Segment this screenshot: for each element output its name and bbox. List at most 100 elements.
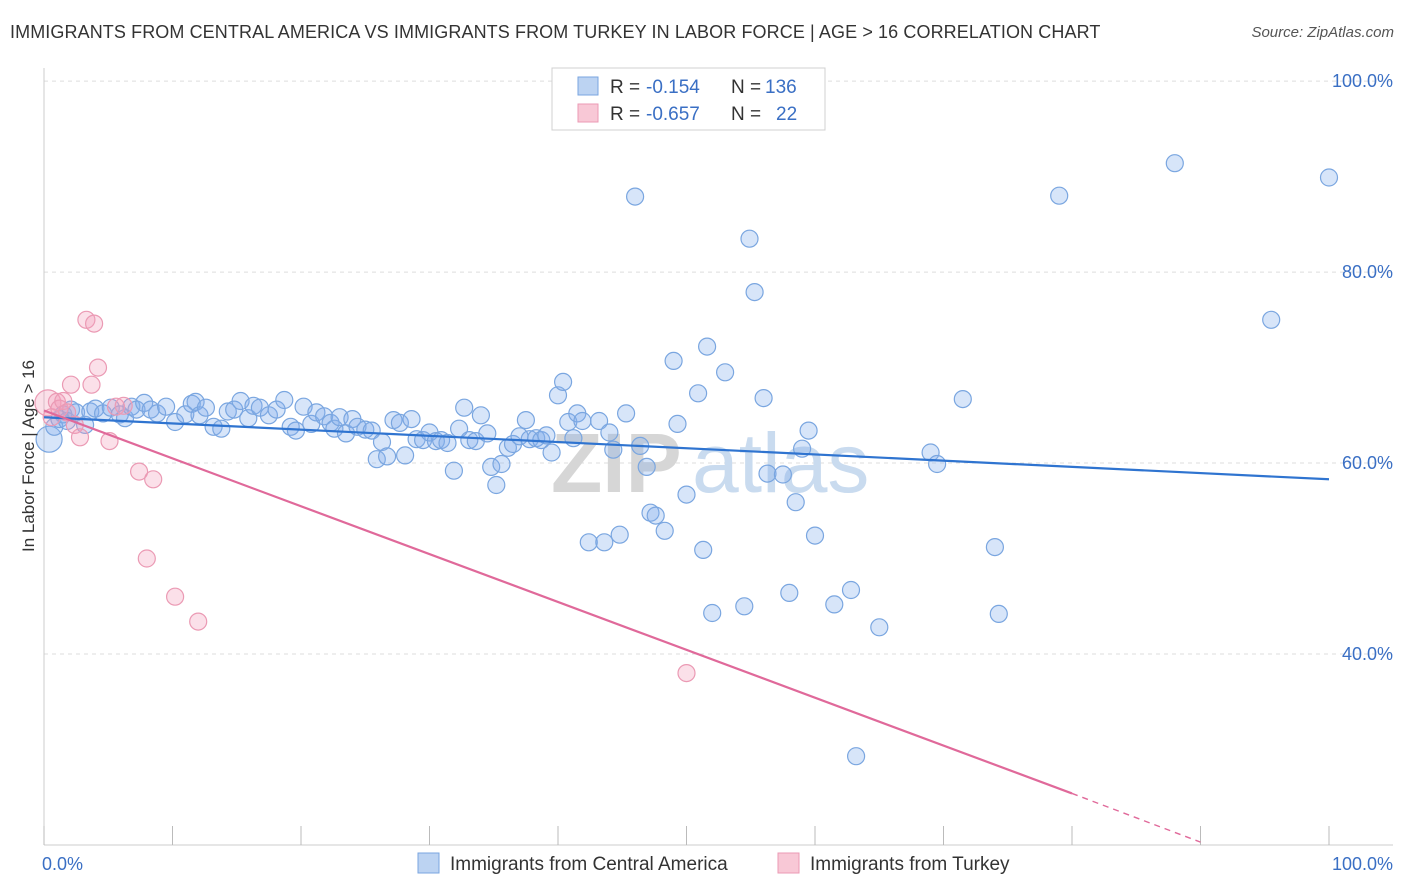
point-central-america-117	[786, 493, 805, 512]
point-central-america-120	[805, 526, 825, 545]
point-central-america-100	[646, 506, 665, 525]
point-central-america-69	[471, 406, 490, 425]
watermark-zip: ZIP	[551, 416, 682, 510]
point-central-america-107	[697, 337, 717, 356]
point-central-america-66	[455, 398, 474, 417]
point-central-america-101	[655, 521, 674, 540]
point-turkey-19	[189, 612, 208, 631]
point-turkey-21	[114, 396, 133, 415]
point-central-america-115	[773, 465, 793, 484]
point-central-america-116	[780, 583, 799, 603]
point-central-america-57	[402, 410, 421, 429]
y-tick-label-2: 80.0%	[1342, 262, 1393, 282]
point-central-america-50	[362, 421, 381, 440]
point-central-america-126	[927, 454, 947, 474]
point-central-america-112	[745, 283, 764, 302]
point-central-america-121	[825, 595, 844, 614]
point-central-america-92	[600, 423, 619, 442]
point-central-america-122	[841, 580, 861, 600]
point-central-america-23	[186, 392, 205, 411]
point-central-america-131	[1165, 154, 1184, 173]
point-central-america-114	[758, 464, 777, 483]
point-central-america-127	[953, 390, 972, 409]
y-tick-labels: 40.0% 60.0% 80.0% 100.0%	[1332, 71, 1393, 664]
trend-lines	[43, 409, 1330, 843]
point-central-america-108	[703, 603, 722, 623]
trend-line-central-america	[43, 416, 1330, 481]
point-central-america-28	[218, 402, 237, 421]
point-central-america-19	[157, 397, 176, 416]
point-turkey-8	[70, 428, 90, 447]
point-central-america-25	[196, 398, 215, 417]
stats-n-label-0: N =	[731, 77, 761, 98]
legend: Immigrants from Central America Immigran…	[417, 852, 1010, 875]
point-central-america-81	[537, 426, 556, 445]
point-central-america-90	[589, 411, 609, 431]
stats-r-value-1: -0.657	[646, 104, 700, 125]
legend-swatch-central-america	[417, 852, 440, 874]
point-central-america-42	[315, 407, 334, 426]
point-central-america-77	[516, 411, 536, 430]
stats-r-label-0: R =	[610, 77, 640, 98]
point-central-america-94	[610, 525, 629, 544]
point-central-america-123	[846, 747, 866, 766]
points-turkey	[34, 310, 696, 683]
point-central-america-95	[616, 404, 636, 423]
legend-label-turkey: Immigrants from Turkey	[810, 854, 1010, 875]
stats-r-label-1: R =	[610, 104, 640, 125]
point-central-america-83	[548, 386, 568, 405]
point-central-america-106	[694, 540, 713, 560]
point-turkey-11	[84, 314, 104, 333]
stats-n-value-0: 136	[765, 77, 797, 98]
point-central-america-88	[573, 411, 592, 431]
point-central-america-67	[460, 431, 479, 450]
point-turkey-16	[137, 549, 156, 568]
point-central-america-109	[715, 363, 735, 382]
point-turkey-6	[61, 375, 81, 394]
point-central-america-111	[740, 229, 759, 248]
y-tick-label-3: 100.0%	[1332, 71, 1393, 91]
x-tick-label-min: 0.0%	[42, 854, 83, 874]
point-central-america-36	[275, 390, 294, 410]
stats-swatch-turkey	[577, 103, 599, 123]
point-central-america-44	[325, 419, 344, 438]
point-turkey-17	[144, 470, 163, 489]
point-central-america-0	[35, 425, 63, 453]
point-turkey-14	[106, 397, 126, 416]
watermark: ZIP atlas	[551, 416, 869, 510]
point-turkey-10	[82, 375, 101, 394]
point-central-america-20	[166, 412, 185, 432]
trend-line-turkey-extrapolated	[1071, 792, 1201, 843]
point-central-america-110	[735, 597, 754, 616]
point-central-america-129	[989, 604, 1008, 624]
point-central-america-119	[799, 421, 818, 440]
stats-swatch-central-america	[577, 76, 599, 96]
point-central-america-89	[579, 533, 598, 552]
point-central-america-104	[677, 485, 696, 504]
y-tick-label-0: 40.0%	[1342, 644, 1393, 664]
legend-label-central-america: Immigrants from Central America	[450, 854, 728, 875]
point-turkey-18	[166, 587, 185, 606]
axes	[43, 68, 1393, 846]
point-central-america-103	[668, 414, 687, 433]
point-central-america-99	[641, 503, 660, 522]
point-central-america-72	[487, 475, 506, 495]
legend-swatch-turkey	[777, 852, 800, 874]
chart-title: IMMIGRANTS FROM CENTRAL AMERICA VS IMMIG…	[10, 22, 1101, 42]
stats-n-value-1: 22	[776, 104, 797, 125]
point-central-america-21	[176, 405, 195, 424]
point-central-america-102	[664, 351, 683, 370]
point-central-america-96	[625, 187, 645, 206]
point-turkey-4	[54, 391, 73, 411]
y-tick-label-1: 60.0%	[1342, 453, 1393, 473]
point-central-america-53	[378, 447, 397, 466]
points-central-america	[35, 154, 1339, 766]
point-turkey-12	[88, 358, 108, 377]
point-turkey-15	[130, 462, 149, 481]
stats-r-value-0: -0.154	[646, 77, 700, 98]
point-central-america-105	[688, 384, 708, 403]
chart-source: Source: ZipAtlas.com	[1251, 24, 1394, 41]
x-tick-label-max: 100.0%	[1332, 854, 1393, 874]
y-axis-label: In Labor Force | Age > 16	[19, 360, 38, 552]
